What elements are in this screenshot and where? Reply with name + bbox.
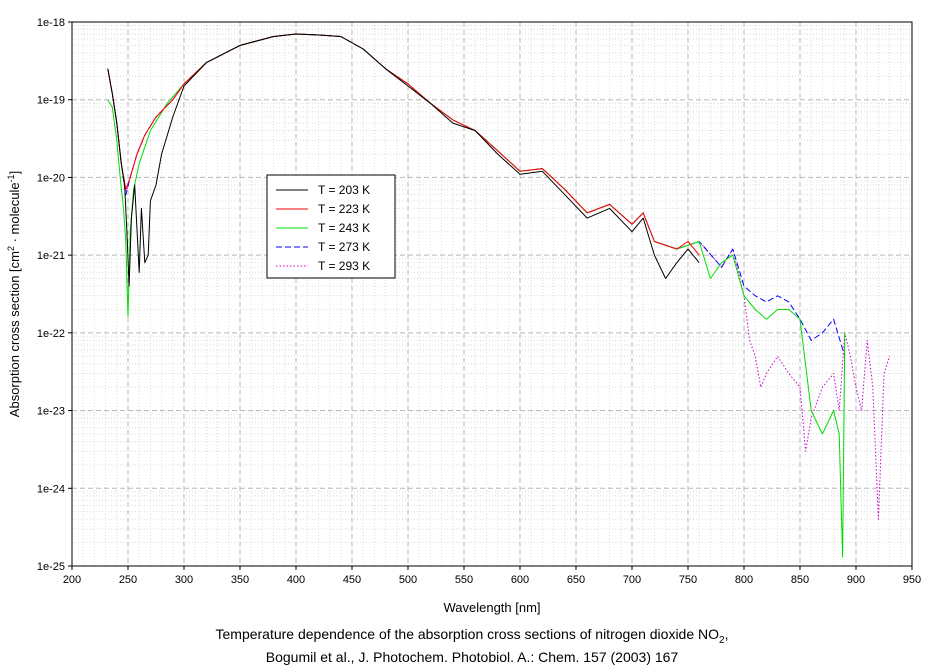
x-tick-label: 350: [231, 574, 249, 586]
y-axis-title: Absorption cross section [cm2 · molecule…: [6, 171, 22, 417]
plot-frame: [71, 21, 913, 567]
x-tick-label: 200: [63, 574, 81, 586]
y-tick-label: 1e-24: [37, 483, 65, 495]
y-tick-label: 1e-23: [37, 406, 65, 418]
legend-label: T = 223 K: [318, 202, 370, 216]
y-tick-label: 1e-25: [37, 561, 65, 573]
x-tick-label: 400: [287, 574, 305, 586]
x-axis-ticks: 200 250 300 350 400 450 500 550 600 650 700 750 800 8…: [63, 566, 921, 586]
x-tick-label: 950: [903, 574, 921, 586]
x-tick-label: 850: [791, 574, 809, 586]
legend: T = 203 K T = 223 K T = 243 K T = 273 K T = …: [266, 174, 396, 279]
x-tick-label: 750: [679, 574, 697, 586]
chart: 200 250 300 350 400 450 500 550 600 650 700 750 800 8…: [6, 17, 921, 615]
x-tick-label: 250: [119, 574, 137, 586]
minor-gridlines: [72, 22, 912, 566]
y-tick-label: 1e-18: [37, 17, 65, 29]
legend-label: T = 273 K: [318, 240, 370, 254]
caption-line-2: Bogumil et al., J. Photochem. Photobiol.…: [265, 649, 679, 665]
series-lines: [107, 33, 891, 558]
y-axis-ticks: 1e-18 1e-19 1e-20 1e-21 1e-22 1e-23 1e-24 1e-25: [37, 17, 72, 573]
x-tick-label: 300: [175, 574, 193, 586]
y-tick-label: 1e-22: [37, 328, 65, 340]
legend-label: T = 203 K: [318, 183, 370, 197]
x-tick-label: 700: [623, 574, 641, 586]
caption-line-1: Temperature dependence of the absorption…: [215, 626, 729, 646]
x-tick-label: 800: [735, 574, 753, 586]
x-tick-label: 650: [567, 574, 585, 586]
y-tick-label: 1e-19: [37, 95, 65, 107]
legend-box: [266, 174, 396, 279]
legend-label: T = 293 K: [318, 259, 370, 273]
major-gridlines: [72, 22, 912, 566]
x-axis-title: Wavelength [nm]: [443, 600, 540, 615]
y-tick-label: 1e-20: [37, 172, 65, 184]
legend-label: T = 243 K: [318, 221, 370, 235]
series-line: [107, 33, 700, 287]
x-tick-label: 900: [847, 574, 865, 586]
x-tick-label: 600: [511, 574, 529, 586]
x-tick-label: 550: [455, 574, 473, 586]
x-tick-label: 500: [399, 574, 417, 586]
x-tick-label: 450: [343, 574, 361, 586]
plot-background: [72, 22, 912, 566]
y-tick-label: 1e-21: [37, 250, 65, 262]
